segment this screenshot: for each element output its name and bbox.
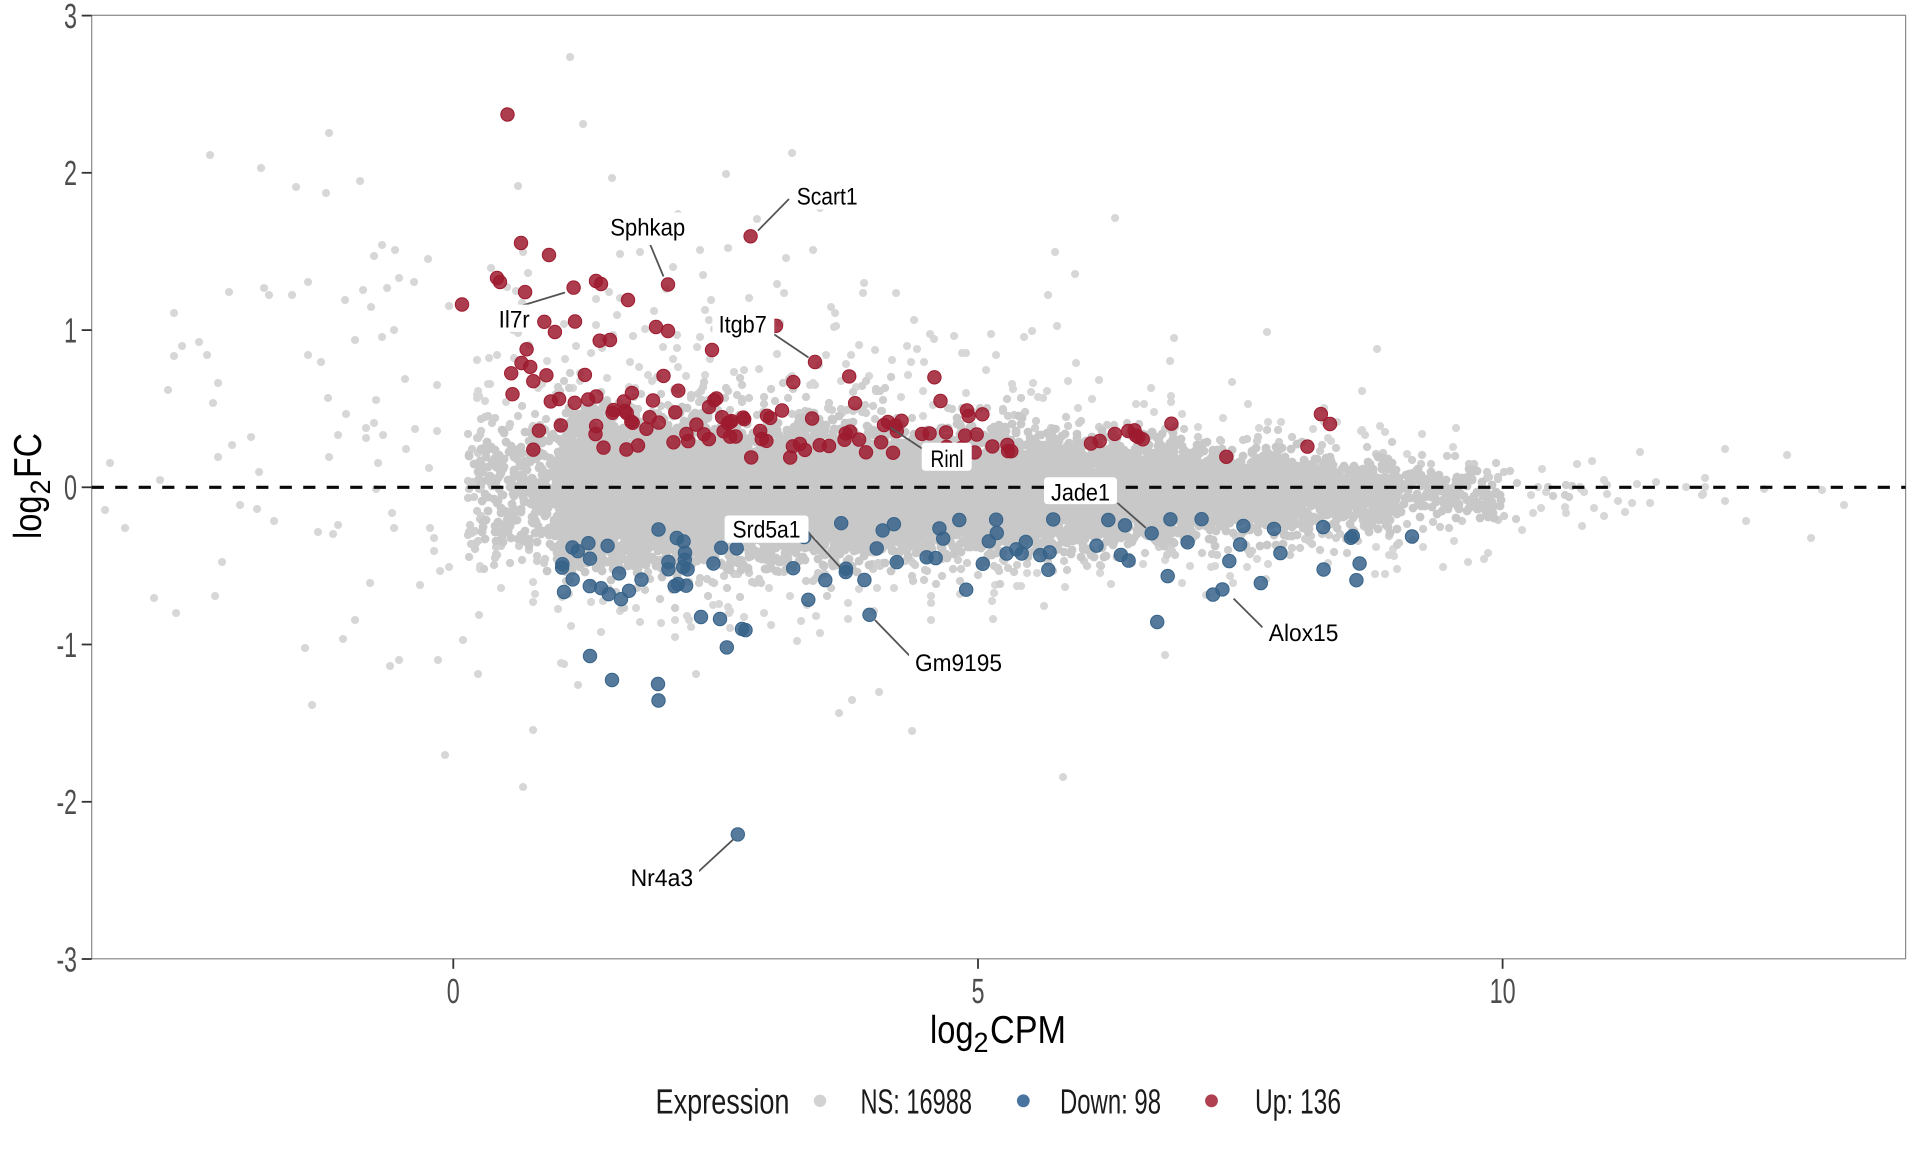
svg-text:2: 2 xyxy=(25,480,56,495)
svg-text:Jade1: Jade1 xyxy=(1051,480,1110,507)
svg-text:Up: 136: Up: 136 xyxy=(1255,1083,1341,1122)
svg-text:1: 1 xyxy=(64,311,77,350)
svg-text:10: 10 xyxy=(1490,972,1516,1011)
svg-text:Rinl: Rinl xyxy=(931,446,964,473)
svg-text:Srd5a1: Srd5a1 xyxy=(733,517,801,544)
svg-text:2: 2 xyxy=(974,1027,989,1058)
svg-text:Down: 98: Down: 98 xyxy=(1060,1083,1161,1122)
svg-text:2: 2 xyxy=(64,154,77,193)
svg-text:Scart1: Scart1 xyxy=(797,184,858,211)
svg-text:-1: -1 xyxy=(57,626,78,665)
svg-text:NS: 16988: NS: 16988 xyxy=(861,1083,973,1122)
svg-text:Expression: Expression xyxy=(656,1083,790,1122)
svg-text:Alox15: Alox15 xyxy=(1269,620,1339,647)
svg-text:CPM: CPM xyxy=(990,1009,1066,1052)
svg-text:Sphkap: Sphkap xyxy=(610,215,685,242)
svg-text:log: log xyxy=(930,1009,974,1052)
svg-text:0: 0 xyxy=(447,972,460,1011)
svg-text:Itgb7: Itgb7 xyxy=(719,312,767,339)
svg-text:5: 5 xyxy=(972,972,985,1011)
svg-text:-3: -3 xyxy=(57,940,78,979)
svg-text:Il7r: Il7r xyxy=(499,306,530,333)
svg-text:0: 0 xyxy=(64,469,77,508)
svg-text:-2: -2 xyxy=(57,783,78,822)
svg-text:3: 3 xyxy=(64,0,77,36)
svg-text:FC: FC xyxy=(7,433,50,478)
svg-text:Gm9195: Gm9195 xyxy=(915,650,1002,677)
svg-text:Nr4a3: Nr4a3 xyxy=(631,865,694,892)
svg-text:log: log xyxy=(7,496,50,540)
